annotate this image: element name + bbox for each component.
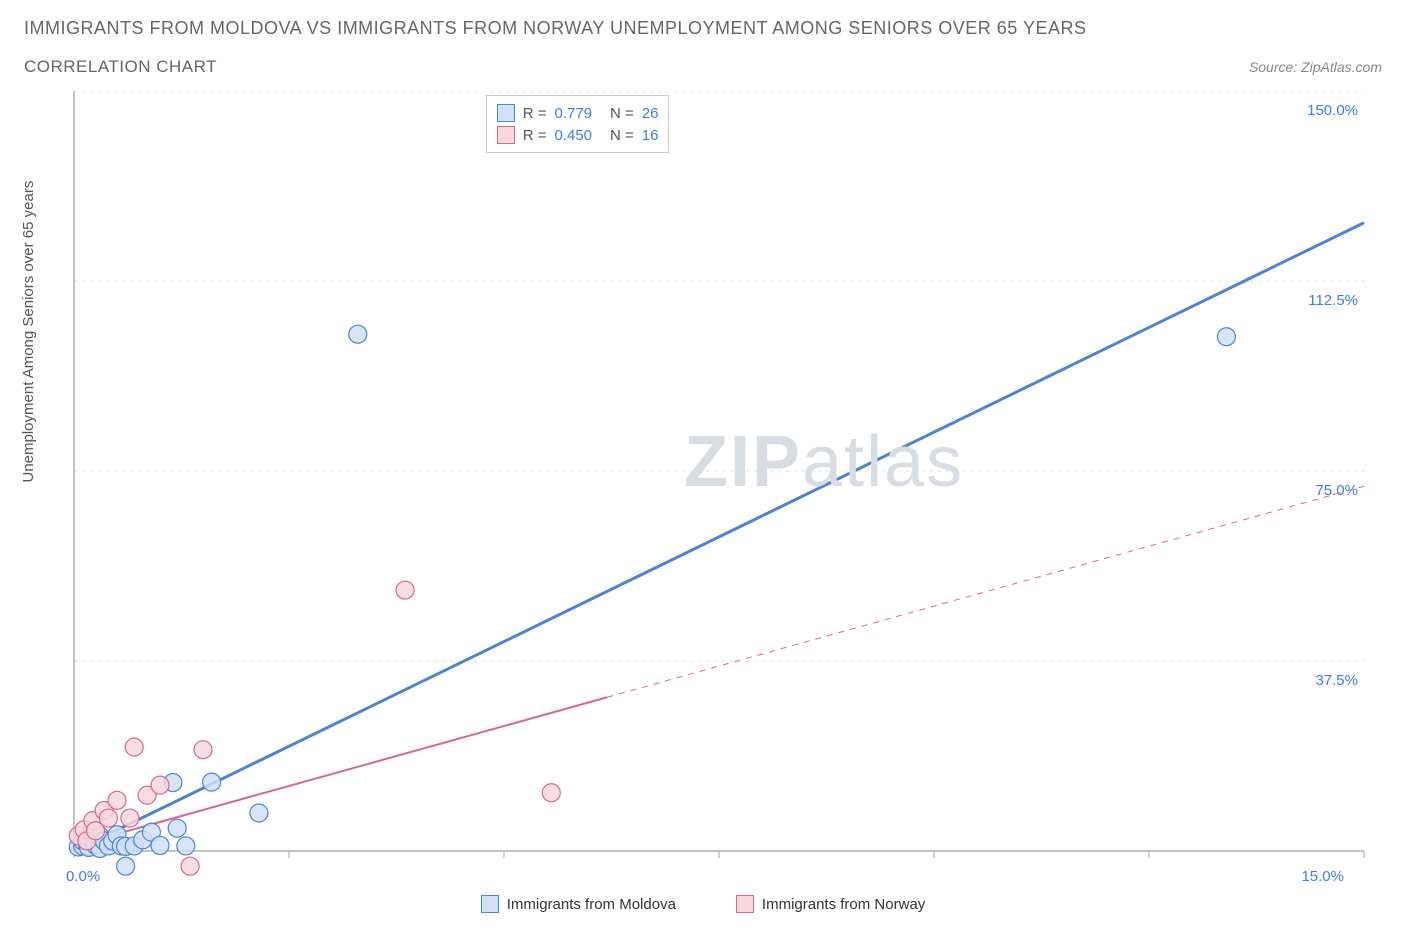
series-legend: Immigrants from Moldova Immigrants from N… bbox=[0, 895, 1406, 913]
series-legend-item: Immigrants from Norway bbox=[736, 895, 925, 913]
correlation-chart: 37.5% 75.0% 112.5% 150.0% 0.0% 15.0% bbox=[24, 91, 1384, 891]
legend-n-value: 26 bbox=[642, 105, 659, 122]
legend-r-label: R = bbox=[523, 105, 547, 122]
legend-swatch bbox=[481, 895, 499, 913]
chart-title: IMMIGRANTS FROM MOLDOVA VS IMMIGRANTS FR… bbox=[24, 18, 1382, 39]
series-label: Immigrants from Moldova bbox=[507, 896, 676, 913]
legend-r-value: 0.450 bbox=[554, 127, 592, 144]
stats-legend-row: R = 0.450 N = 16 bbox=[497, 124, 659, 146]
legend-n-label: N = bbox=[610, 105, 634, 122]
stats-legend: R = 0.779 N = 26 R = 0.450 N = 16 bbox=[486, 95, 670, 153]
legend-swatch bbox=[736, 895, 754, 913]
chart-header: IMMIGRANTS FROM MOLDOVA VS IMMIGRANTS FR… bbox=[0, 0, 1406, 77]
svg-text:37.5%: 37.5% bbox=[1315, 672, 1358, 689]
source-attribution: Source: ZipAtlas.com bbox=[1249, 59, 1382, 75]
chart-subtitle: CORRELATION CHART bbox=[24, 57, 217, 77]
legend-swatch bbox=[497, 126, 515, 144]
svg-text:150.0%: 150.0% bbox=[1307, 102, 1358, 119]
source-prefix: Source: bbox=[1249, 59, 1301, 75]
chart-container: Unemployment Among Seniors over 65 years… bbox=[24, 91, 1382, 891]
svg-text:75.0%: 75.0% bbox=[1315, 482, 1358, 499]
svg-text:112.5%: 112.5% bbox=[1308, 292, 1358, 309]
y-axis-title: Unemployment Among Seniors over 65 years bbox=[20, 181, 37, 483]
legend-swatch bbox=[497, 104, 515, 122]
svg-text:15.0%: 15.0% bbox=[1301, 868, 1344, 885]
legend-r-value: 0.779 bbox=[554, 105, 592, 122]
legend-n-value: 16 bbox=[642, 127, 659, 144]
source-name: ZipAtlas.com bbox=[1301, 59, 1382, 75]
series-label: Immigrants from Norway bbox=[762, 896, 925, 913]
series-legend-item: Immigrants from Moldova bbox=[481, 895, 676, 913]
subtitle-row: CORRELATION CHART Source: ZipAtlas.com bbox=[24, 57, 1382, 77]
legend-r-label: R = bbox=[523, 127, 547, 144]
stats-legend-row: R = 0.779 N = 26 bbox=[497, 102, 659, 124]
legend-n-label: N = bbox=[610, 127, 634, 144]
svg-text:0.0%: 0.0% bbox=[66, 868, 100, 885]
